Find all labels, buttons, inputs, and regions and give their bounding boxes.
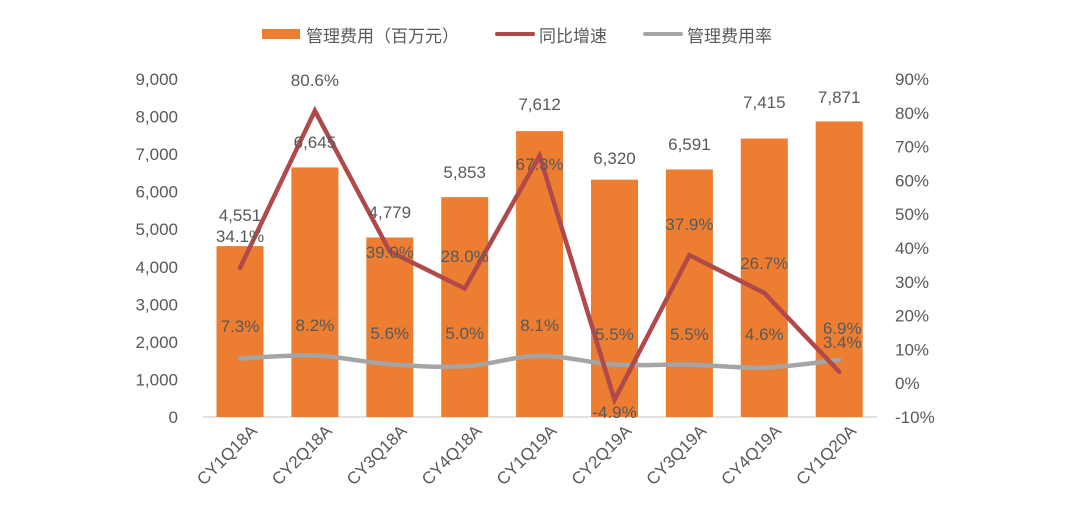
growth-value-label: 3.4% (823, 333, 862, 352)
bar-value-label: 7,612 (518, 95, 561, 114)
right-axis-tick: 0% (895, 374, 920, 393)
left-axis-tick: 7,000 (135, 145, 178, 164)
left-axis-tick: 4,000 (135, 258, 178, 277)
right-axis-tick: 10% (895, 340, 929, 359)
left-axis-tick: 9,000 (135, 70, 178, 89)
left-axis-tick: 2,000 (135, 333, 178, 352)
bar (216, 246, 264, 417)
legend-item-ratio: 管理费用率 (643, 22, 772, 47)
bar (291, 167, 339, 417)
legend-item-expense: 管理费用（百万元） (262, 22, 459, 47)
growth-value-label: 28.0% (441, 247, 489, 266)
right-axis-tick: 50% (895, 205, 929, 224)
growth-value-label: 80.6% (291, 71, 339, 90)
right-axis-tick: 60% (895, 171, 929, 190)
x-axis-category-label: CY1Q19A (493, 421, 561, 489)
bar-value-label: 7,415 (743, 93, 786, 112)
growth-value-label: -4.9% (592, 403, 636, 422)
x-axis-category-label: CY3Q18A (343, 421, 411, 489)
ratio-line-series (237, 353, 842, 371)
bar-series (216, 121, 863, 418)
right-axis-tick: 70% (895, 138, 929, 157)
right-axis-tick: 30% (895, 273, 929, 292)
x-axis-category-label: CY2Q19A (568, 421, 636, 489)
x-axis-ticks: CY1Q18A CY2Q18A CY3Q18A CY4Q18A CY1Q19A CY2Q1… (193, 421, 860, 489)
left-axis-tick: 3,000 (135, 295, 178, 314)
growth-value-label: 67.3% (515, 155, 563, 174)
ratio-value-label: 8.2% (296, 316, 335, 335)
legend-swatch-ratio (643, 32, 683, 36)
growth-line (237, 105, 842, 406)
bar (366, 237, 414, 417)
left-axis-tick: 6,000 (135, 183, 178, 202)
growth-value-label: 37.9% (665, 215, 713, 234)
right-axis-tick: -10% (895, 408, 935, 427)
x-axis-category-label: CY1Q18A (193, 421, 261, 489)
left-axis-tick: 5,000 (135, 220, 178, 239)
right-axis-tick: 90% (895, 70, 929, 89)
bar (740, 138, 788, 417)
legend-swatch-bar (262, 29, 300, 39)
ratio-value-label: 5.6% (370, 324, 409, 343)
x-axis-category-label: CY4Q19A (718, 421, 786, 489)
bar (665, 169, 713, 417)
bar (591, 179, 638, 417)
legend-swatch-growth (495, 32, 535, 36)
ratio-value-label: 5.0% (445, 324, 484, 343)
x-axis-category-label: CY4Q18A (418, 421, 486, 489)
bar (516, 131, 564, 417)
growth-line-series (237, 105, 842, 406)
growth-value-label: 39.0% (366, 243, 414, 262)
chart-legend: 管理费用（百万元） 同比增速 管理费用率 (262, 22, 808, 46)
bar-value-label: 6,645 (294, 133, 337, 152)
legend-label-expense: 管理费用（百万元） (306, 26, 459, 46)
left-axis-tick: 0 (169, 408, 178, 427)
left-axis: 0 1,000 2,000 3,000 4,000 5,000 6,000 7,000 8,00… (135, 70, 178, 427)
bar-value-label: 4,779 (369, 203, 412, 222)
ratio-value-label: 8.1% (520, 316, 559, 335)
bar-value-label: 7,871 (818, 88, 861, 107)
legend-item-growth: 同比增速 (495, 22, 607, 47)
legend-label-ratio: 管理费用率 (687, 26, 772, 46)
ratio-line (237, 353, 842, 371)
ratio-value-label: 5.5% (595, 325, 634, 344)
x-axis-category-label: CY1Q20A (792, 421, 860, 489)
right-axis-tick: 20% (895, 307, 929, 326)
bar-value-label: 4,551 (219, 206, 262, 225)
left-axis-tick: 1,000 (135, 370, 178, 389)
ratio-value-label: 6.9% (823, 319, 862, 338)
right-axis: -10% 0% 10% 20% 30% 40% 50% 60% 70% 80% 90% (895, 70, 935, 427)
x-axis-category-label: CY2Q18A (268, 421, 336, 489)
right-axis-tick: 40% (895, 239, 929, 258)
x-axis-category-label: CY3Q19A (643, 421, 711, 489)
right-axis-tick: 80% (895, 104, 929, 123)
bar (441, 197, 489, 417)
bar-value-label: 6,591 (668, 135, 711, 154)
ratio-value-label: 4.6% (745, 325, 784, 344)
bar-value-label: 5,853 (443, 163, 486, 182)
legend-label-growth: 同比增速 (539, 26, 607, 46)
ratio-value-label: 5.5% (670, 325, 709, 344)
ratio-value-label: 7.3% (221, 317, 260, 336)
growth-value-label: 34.1% (216, 227, 264, 246)
left-axis-tick: 8,000 (135, 108, 178, 127)
data-labels: 4,551 6,645 4,779 5,853 7,612 6,320 6,591 7,415… (216, 71, 862, 422)
bar-value-label: 6,320 (593, 149, 636, 168)
bar (815, 121, 863, 418)
growth-value-label: 26.7% (740, 254, 788, 273)
